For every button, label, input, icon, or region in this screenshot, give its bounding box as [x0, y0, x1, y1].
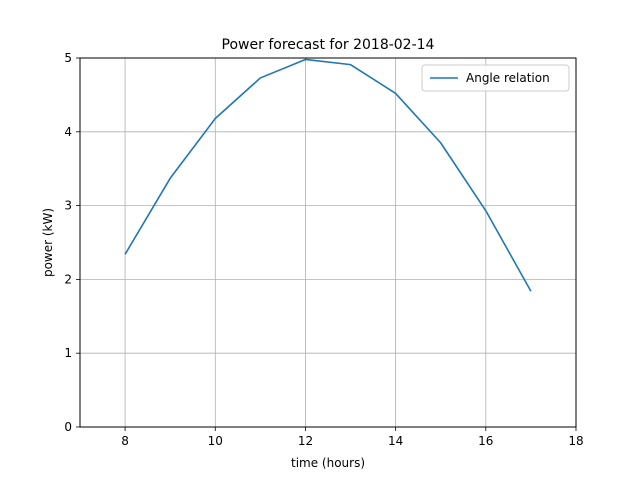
series-layer [124, 58, 532, 292]
y-tick-label: 1 [64, 346, 72, 360]
grid [80, 57, 577, 428]
x-tick-label: 14 [388, 434, 403, 448]
legend-box [421, 64, 570, 92]
y-tick-label: 4 [64, 125, 72, 139]
legend-label: Angle relation [466, 71, 550, 85]
y-tick-label: 0 [64, 420, 72, 434]
x-tick-label: 10 [208, 434, 223, 448]
x-tick-label: 12 [298, 434, 313, 448]
x-tick-label: 8 [121, 434, 129, 448]
y-tick-label: 3 [64, 199, 72, 213]
y-tick-label: 5 [64, 51, 72, 65]
x-tick-label: 16 [478, 434, 493, 448]
x-axis-label: time (hours) [291, 456, 365, 470]
x-tick-label: 18 [568, 434, 583, 448]
series-line-0 [124, 58, 532, 292]
legend: Angle relation [421, 64, 570, 92]
y-axis-label: power (kW) [41, 208, 55, 277]
y-tick-label: 2 [64, 272, 72, 286]
chart-title: Power forecast for 2018-02-14 [222, 37, 435, 53]
plot-frame [79, 57, 577, 428]
